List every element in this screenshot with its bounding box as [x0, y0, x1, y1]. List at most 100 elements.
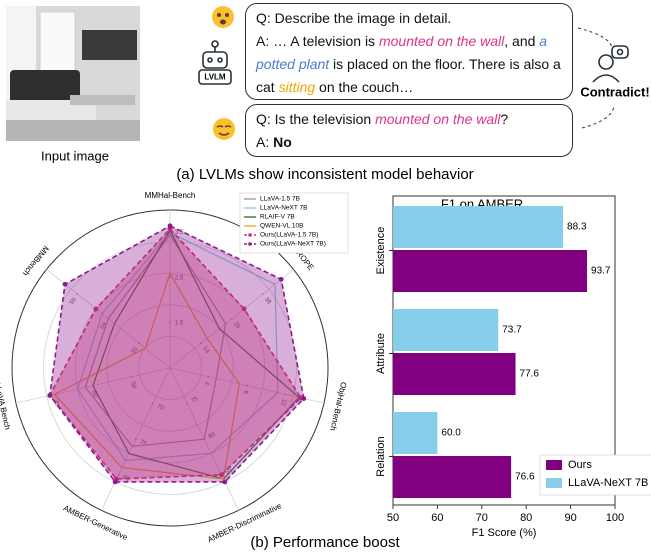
tick-mark	[76, 293, 79, 295]
y-tick-label: Existence	[375, 227, 387, 275]
tick-label: 65	[67, 296, 76, 305]
tick-mark	[169, 322, 171, 324]
series-line	[48, 224, 305, 483]
tick-mark	[152, 402, 154, 405]
axis-label: AMBER-Generative	[62, 504, 130, 543]
text-segment: ?	[500, 111, 509, 127]
text-segment: Q: Is the television	[256, 111, 376, 127]
x-tick-label: 100	[606, 512, 624, 524]
tick-label: 70	[156, 404, 165, 413]
legend-label: RLAIF-V 7B	[260, 214, 295, 221]
connector	[577, 27, 613, 49]
legend-label: QWEN-VL 10B	[260, 223, 303, 230]
series-line	[76, 231, 279, 462]
text-segment: Q: Describe the image in detail.	[256, 10, 452, 26]
series-line	[92, 229, 300, 480]
series-marker	[278, 276, 284, 282]
series-marker	[112, 479, 118, 485]
x-tick-label: 60	[431, 512, 443, 524]
series-marker	[93, 306, 99, 312]
bar	[393, 309, 499, 351]
axis-label: MMBench	[21, 244, 50, 278]
tick-label: 1.5	[175, 320, 184, 326]
tick-mark	[134, 438, 137, 440]
caption-a: (a) LVLMs show inconsistent model behavi…	[176, 166, 473, 183]
y-tick-label: Attribute	[375, 333, 387, 374]
legend-label: LLaVA-1.5 7B	[260, 196, 300, 203]
series-marker	[222, 479, 228, 485]
value-label: 73.7	[502, 325, 522, 336]
text-segment: No	[273, 134, 292, 150]
axis-label: ObjHal-Bench	[328, 381, 348, 432]
tick-label: 80	[208, 432, 217, 441]
x-axis-label: F1 Score (%)	[472, 527, 537, 539]
answer: A: No	[256, 131, 562, 154]
question: Q: Is the television mounted on the wall…	[256, 108, 562, 131]
text-segment: a potted plant	[256, 33, 548, 72]
bar	[393, 206, 564, 248]
legend-label: LLaVA-NeXT 7B	[568, 477, 648, 489]
tick-label: 75	[191, 396, 200, 405]
legend-swatch	[546, 478, 562, 488]
series-marker	[301, 396, 307, 401]
tick-mark	[169, 276, 171, 279]
x-tick-label: 70	[476, 512, 488, 524]
image-caption: Input image	[41, 148, 109, 163]
text-segment: A: … A television is	[256, 33, 379, 49]
x-tick-label: 50	[387, 512, 399, 524]
tick-label: 12	[279, 398, 286, 406]
tick-label: 26	[232, 321, 241, 330]
legend-label: Ours(LLaVA-NeXT 7B)	[260, 241, 326, 248]
text-segment: sitting	[278, 79, 316, 95]
tick-label: 3.5	[175, 230, 184, 236]
emoji-relieved	[213, 118, 235, 140]
value-label: 76.6	[515, 472, 535, 483]
legend-marker	[248, 242, 252, 246]
x-tick-label: 90	[564, 512, 576, 524]
verdict: Contradict!	[580, 84, 649, 99]
legend-marker	[248, 233, 252, 237]
y-tick-label: Relation	[375, 436, 387, 476]
tick-label: 75	[139, 439, 148, 448]
x-tick-label: 80	[520, 512, 532, 524]
caption-b: (b) Performance boost	[250, 534, 400, 551]
tick-label: 60	[91, 390, 98, 398]
tick-mark	[130, 375, 133, 378]
value-label: 93.7	[591, 266, 611, 277]
text-segment: mounted on the wall	[378, 33, 505, 49]
tick-mark	[138, 342, 140, 345]
legend-swatch	[546, 460, 562, 470]
legend-label: LLaVA-NeXT 7B	[260, 205, 307, 212]
tick-mark	[200, 342, 202, 345]
robot-icon	[198, 40, 232, 85]
judge-icon	[592, 45, 629, 83]
tick-mark	[284, 393, 287, 396]
series-marker	[241, 306, 247, 312]
text-segment: is placed on the floor. There is also a …	[256, 56, 561, 95]
tick-mark	[230, 317, 233, 320]
series-marker	[219, 472, 224, 478]
tick-label: 2.5	[175, 275, 184, 281]
value-label: 77.6	[520, 369, 540, 380]
text-segment: on the couch…	[315, 79, 414, 95]
bar	[393, 412, 438, 454]
emoji-shocked	[212, 6, 234, 28]
tick-label: 4	[203, 381, 210, 386]
value-label: 88.3	[567, 222, 587, 233]
tick-label: 50	[129, 381, 136, 389]
series-line	[48, 227, 302, 480]
text-segment: mounted on the wall	[375, 111, 501, 127]
series-line	[53, 271, 240, 480]
tick-mark	[246, 384, 248, 387]
tick-label: 85	[225, 467, 234, 476]
tick-label: 55	[129, 345, 138, 354]
tick-mark	[186, 402, 188, 405]
tick-mark	[117, 473, 120, 476]
input-image	[6, 6, 140, 141]
bar	[393, 353, 516, 395]
bubble-1: Q: Describe the image in detail. A: … A …	[245, 3, 573, 100]
text-segment: , and	[504, 33, 540, 49]
tick-label: 8	[242, 390, 249, 395]
